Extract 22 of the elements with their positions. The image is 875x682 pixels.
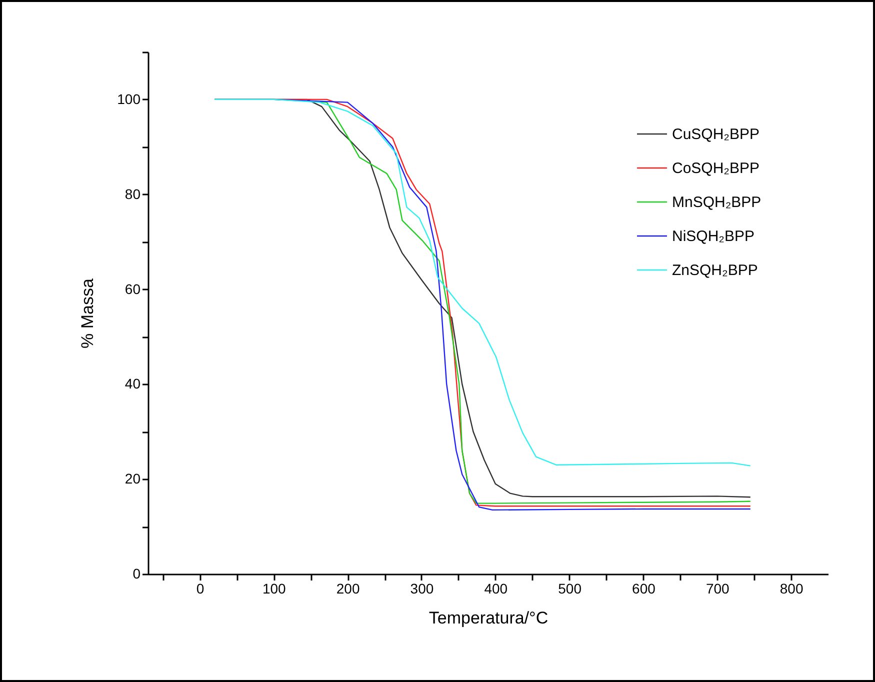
x-tick-label: 300 <box>410 580 434 596</box>
y-tick-label: 20 <box>124 470 141 487</box>
y-tick-label: 0 <box>132 566 141 582</box>
x-tick-label: 400 <box>484 580 508 596</box>
y-tick-label: 80 <box>124 186 141 202</box>
x-tick-label: 700 <box>706 580 730 596</box>
x-tick-label: 600 <box>632 580 656 596</box>
legend-label: CuSQH₂BPP <box>672 126 760 143</box>
x-tick-label: 100 <box>262 580 286 596</box>
legend-label: NiSQH₂BPP <box>672 228 755 245</box>
y-axis-title: % Massa <box>78 278 98 348</box>
y-tick-label: 40 <box>124 376 141 392</box>
legend-label: MnSQH₂BPP <box>672 194 762 211</box>
x-axis-title: Temperatura/°C <box>428 608 548 628</box>
x-tick-label: 500 <box>558 580 582 596</box>
x-tick-label: 800 <box>780 580 804 596</box>
x-tick-label: 200 <box>336 580 360 596</box>
legend-label: ZnSQH₂BPP <box>672 262 758 279</box>
y-tick-label: 60 <box>124 280 141 297</box>
x-tick-label: 0 <box>196 580 204 596</box>
y-tick-label: 100 <box>117 90 141 107</box>
legend-label: CoSQH₂BPP <box>672 160 760 177</box>
